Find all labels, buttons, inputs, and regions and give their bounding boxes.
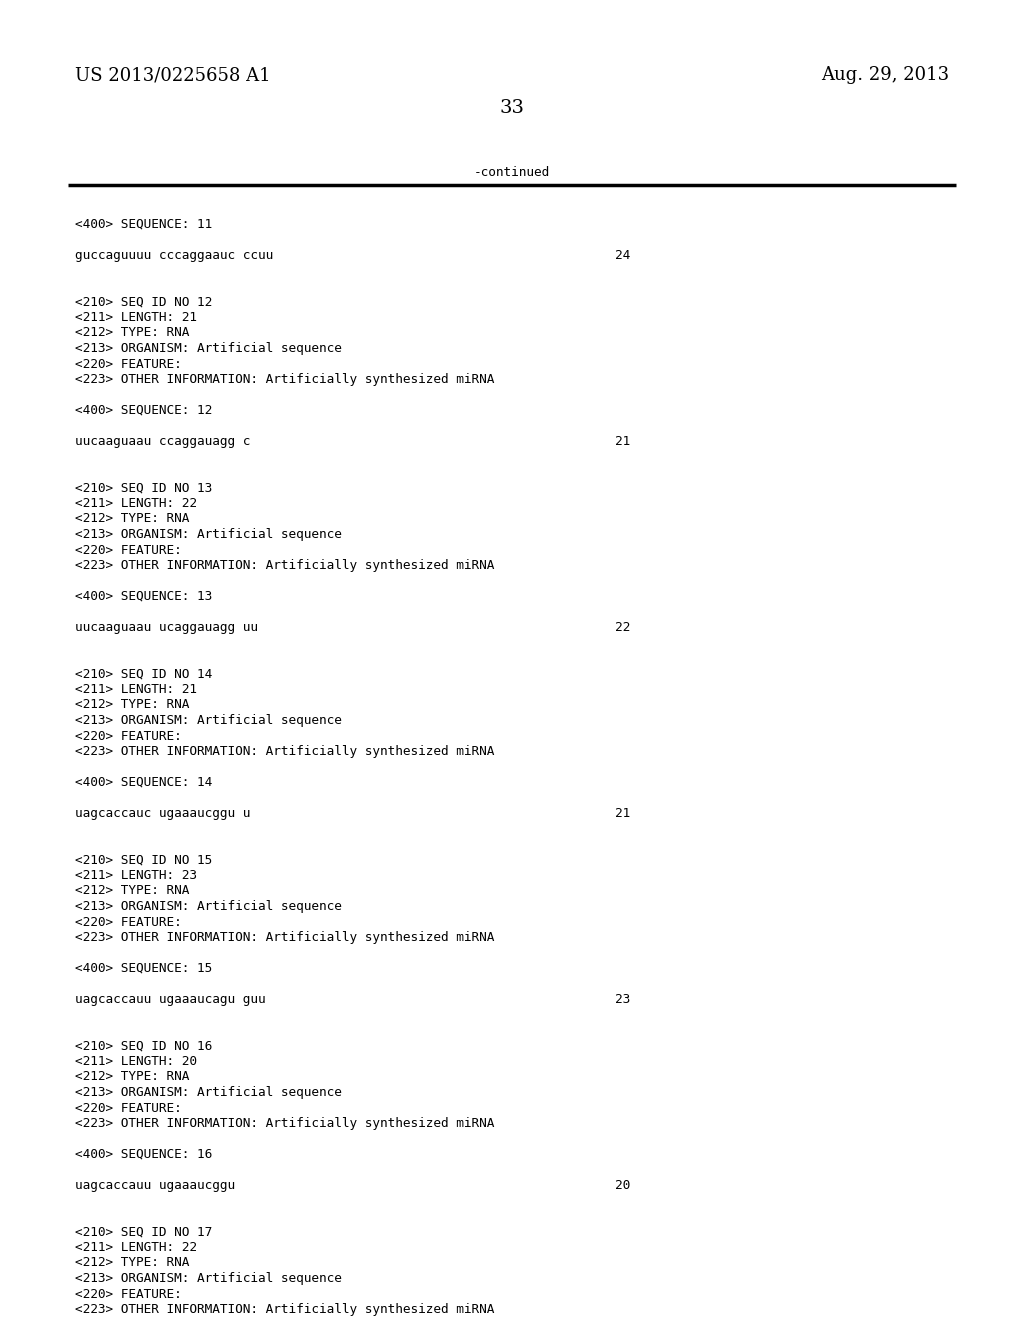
Text: <211> LENGTH: 22: <211> LENGTH: 22 bbox=[75, 1241, 197, 1254]
Text: <212> TYPE: RNA: <212> TYPE: RNA bbox=[75, 884, 189, 898]
Text: <211> LENGTH: 20: <211> LENGTH: 20 bbox=[75, 1055, 197, 1068]
Text: <212> TYPE: RNA: <212> TYPE: RNA bbox=[75, 326, 189, 339]
Text: Aug. 29, 2013: Aug. 29, 2013 bbox=[821, 66, 949, 84]
Text: uagcaccauu ugaaaucggu: uagcaccauu ugaaaucggu bbox=[75, 1179, 236, 1192]
Text: <211> LENGTH: 23: <211> LENGTH: 23 bbox=[75, 869, 197, 882]
Text: <211> LENGTH: 21: <211> LENGTH: 21 bbox=[75, 312, 197, 323]
Text: 21: 21 bbox=[615, 436, 630, 447]
Text: 33: 33 bbox=[500, 99, 524, 117]
Text: <213> ORGANISM: Artificial sequence: <213> ORGANISM: Artificial sequence bbox=[75, 1086, 342, 1100]
Text: uagcaccauu ugaaaucagu guu: uagcaccauu ugaaaucagu guu bbox=[75, 993, 265, 1006]
Text: <223> OTHER INFORMATION: Artificially synthesized miRNA: <223> OTHER INFORMATION: Artificially sy… bbox=[75, 1303, 495, 1316]
Text: <210> SEQ ID NO 17: <210> SEQ ID NO 17 bbox=[75, 1225, 212, 1238]
Text: <210> SEQ ID NO 12: <210> SEQ ID NO 12 bbox=[75, 296, 212, 309]
Text: <400> SEQUENCE: 14: <400> SEQUENCE: 14 bbox=[75, 776, 212, 789]
Text: <220> FEATURE:: <220> FEATURE: bbox=[75, 730, 181, 742]
Text: <213> ORGANISM: Artificial sequence: <213> ORGANISM: Artificial sequence bbox=[75, 528, 342, 541]
Text: <223> OTHER INFORMATION: Artificially synthesized miRNA: <223> OTHER INFORMATION: Artificially sy… bbox=[75, 374, 495, 385]
Text: <212> TYPE: RNA: <212> TYPE: RNA bbox=[75, 698, 189, 711]
Text: <223> OTHER INFORMATION: Artificially synthesized miRNA: <223> OTHER INFORMATION: Artificially sy… bbox=[75, 558, 495, 572]
Text: <400> SEQUENCE: 15: <400> SEQUENCE: 15 bbox=[75, 962, 212, 975]
Text: <211> LENGTH: 22: <211> LENGTH: 22 bbox=[75, 498, 197, 510]
Text: <213> ORGANISM: Artificial sequence: <213> ORGANISM: Artificial sequence bbox=[75, 900, 342, 913]
Text: <223> OTHER INFORMATION: Artificially synthesized miRNA: <223> OTHER INFORMATION: Artificially sy… bbox=[75, 1117, 495, 1130]
Text: US 2013/0225658 A1: US 2013/0225658 A1 bbox=[75, 66, 270, 84]
Text: <400> SEQUENCE: 13: <400> SEQUENCE: 13 bbox=[75, 590, 212, 603]
Text: <220> FEATURE:: <220> FEATURE: bbox=[75, 1287, 181, 1300]
Text: guccaguuuu cccaggaauc ccuu: guccaguuuu cccaggaauc ccuu bbox=[75, 249, 273, 261]
Text: <210> SEQ ID NO 14: <210> SEQ ID NO 14 bbox=[75, 668, 212, 681]
Text: <220> FEATURE:: <220> FEATURE: bbox=[75, 358, 181, 371]
Text: <212> TYPE: RNA: <212> TYPE: RNA bbox=[75, 1257, 189, 1270]
Text: <220> FEATURE:: <220> FEATURE: bbox=[75, 1101, 181, 1114]
Text: <211> LENGTH: 21: <211> LENGTH: 21 bbox=[75, 682, 197, 696]
Text: uucaaguaau ucaggauagg uu: uucaaguaau ucaggauagg uu bbox=[75, 620, 258, 634]
Text: <210> SEQ ID NO 16: <210> SEQ ID NO 16 bbox=[75, 1040, 212, 1052]
Text: <220> FEATURE:: <220> FEATURE: bbox=[75, 544, 181, 557]
Text: -continued: -continued bbox=[474, 165, 550, 178]
Text: <400> SEQUENCE: 11: <400> SEQUENCE: 11 bbox=[75, 218, 212, 231]
Text: <213> ORGANISM: Artificial sequence: <213> ORGANISM: Artificial sequence bbox=[75, 342, 342, 355]
Text: <213> ORGANISM: Artificial sequence: <213> ORGANISM: Artificial sequence bbox=[75, 714, 342, 727]
Text: 21: 21 bbox=[615, 807, 630, 820]
Text: uagcaccauc ugaaaucggu u: uagcaccauc ugaaaucggu u bbox=[75, 807, 251, 820]
Text: <210> SEQ ID NO 15: <210> SEQ ID NO 15 bbox=[75, 854, 212, 866]
Text: <223> OTHER INFORMATION: Artificially synthesized miRNA: <223> OTHER INFORMATION: Artificially sy… bbox=[75, 744, 495, 758]
Text: <400> SEQUENCE: 12: <400> SEQUENCE: 12 bbox=[75, 404, 212, 417]
Text: <220> FEATURE:: <220> FEATURE: bbox=[75, 916, 181, 928]
Text: 23: 23 bbox=[615, 993, 630, 1006]
Text: <210> SEQ ID NO 13: <210> SEQ ID NO 13 bbox=[75, 482, 212, 495]
Text: <223> OTHER INFORMATION: Artificially synthesized miRNA: <223> OTHER INFORMATION: Artificially sy… bbox=[75, 931, 495, 944]
Text: 22: 22 bbox=[615, 620, 630, 634]
Text: uucaaguaau ccaggauagg c: uucaaguaau ccaggauagg c bbox=[75, 436, 251, 447]
Text: <213> ORGANISM: Artificial sequence: <213> ORGANISM: Artificial sequence bbox=[75, 1272, 342, 1284]
Text: <212> TYPE: RNA: <212> TYPE: RNA bbox=[75, 1071, 189, 1084]
Text: <212> TYPE: RNA: <212> TYPE: RNA bbox=[75, 512, 189, 525]
Text: <400> SEQUENCE: 16: <400> SEQUENCE: 16 bbox=[75, 1148, 212, 1162]
Text: 24: 24 bbox=[615, 249, 630, 261]
Text: 20: 20 bbox=[615, 1179, 630, 1192]
